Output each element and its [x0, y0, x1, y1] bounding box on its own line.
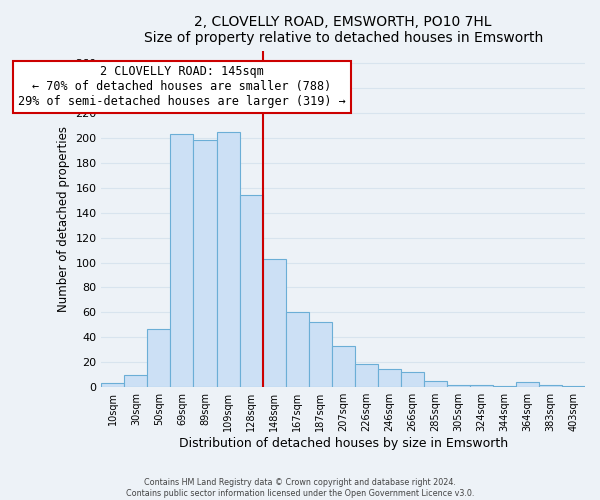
Bar [193, 140, 217, 387]
Text: Contains HM Land Registry data © Crown copyright and database right 2024.
Contai: Contains HM Land Registry data © Crown c… [126, 478, 474, 498]
Bar [516, 382, 539, 387]
Title: 2, CLOVELLY ROAD, EMSWORTH, PO10 7HL
Size of property relative to detached house: 2, CLOVELLY ROAD, EMSWORTH, PO10 7HL Siz… [143, 15, 543, 45]
Bar [101, 384, 124, 387]
Bar [401, 372, 424, 387]
Bar [378, 368, 401, 387]
Bar [239, 195, 263, 387]
Bar [124, 374, 148, 387]
Bar [217, 132, 239, 387]
Bar [308, 322, 332, 387]
X-axis label: Distribution of detached houses by size in Emsworth: Distribution of detached houses by size … [179, 437, 508, 450]
Bar [148, 328, 170, 387]
Bar [263, 259, 286, 387]
Bar [170, 134, 193, 387]
Y-axis label: Number of detached properties: Number of detached properties [57, 126, 70, 312]
Bar [562, 386, 585, 387]
Bar [355, 364, 378, 387]
Bar [286, 312, 308, 387]
Bar [493, 386, 516, 387]
Bar [470, 384, 493, 387]
Bar [424, 381, 447, 387]
Bar [539, 384, 562, 387]
Bar [332, 346, 355, 387]
Text: 2 CLOVELLY ROAD: 145sqm
← 70% of detached houses are smaller (788)
29% of semi-d: 2 CLOVELLY ROAD: 145sqm ← 70% of detache… [18, 66, 346, 108]
Bar [447, 384, 470, 387]
